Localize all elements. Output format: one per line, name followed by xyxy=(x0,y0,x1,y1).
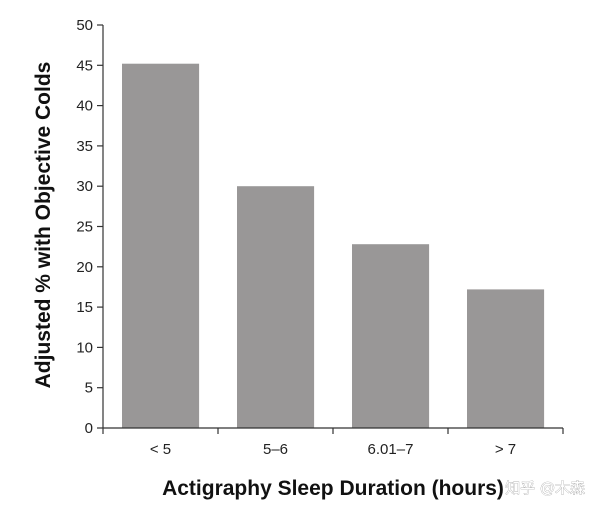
bar-1 xyxy=(237,186,315,428)
bar-3 xyxy=(467,289,545,428)
x-tick-label: < 5 xyxy=(150,441,171,458)
x-ticks-group: < 5 5–6 6.01–7 > 7 xyxy=(102,428,564,458)
x-tick-label: 6.01–7 xyxy=(368,441,414,458)
y-tick-label: 25 xyxy=(76,219,93,236)
x-tick-label: > 7 xyxy=(495,441,516,458)
y-tick-label: 15 xyxy=(76,299,93,316)
y-ticks-group: 0 5 10 15 20 25 30 35 40 45 50 xyxy=(76,17,103,437)
watermark: 知乎 @木森 xyxy=(505,479,585,497)
x-axis-title: Actigraphy Sleep Duration (hours) xyxy=(162,477,504,500)
y-tick-label: 0 xyxy=(85,420,93,437)
x-tick-label: 5–6 xyxy=(263,441,288,458)
y-tick-label: 50 xyxy=(76,17,93,34)
bars-group xyxy=(122,63,545,428)
bar-0 xyxy=(122,63,200,428)
y-tick-label: 10 xyxy=(76,339,93,356)
y-axis-title: Adjusted % with Objective Colds xyxy=(32,62,55,389)
y-tick-label: 30 xyxy=(76,178,93,195)
y-tick-label: 40 xyxy=(76,98,93,115)
y-tick-label: 5 xyxy=(85,380,93,397)
y-tick-label: 45 xyxy=(76,57,93,74)
y-tick-label: 20 xyxy=(76,259,93,276)
y-tick-label: 35 xyxy=(76,138,93,155)
bar-2 xyxy=(352,244,430,428)
